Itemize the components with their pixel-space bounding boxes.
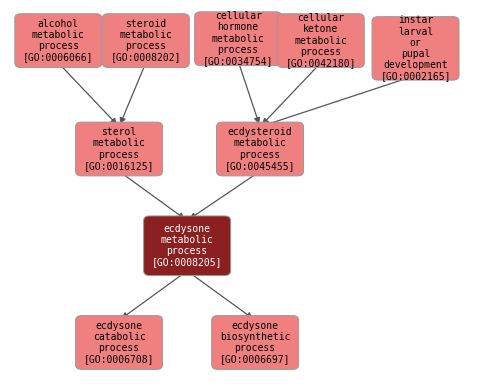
FancyBboxPatch shape	[102, 14, 189, 67]
FancyBboxPatch shape	[212, 316, 298, 369]
FancyBboxPatch shape	[372, 17, 459, 80]
Text: cellular
hormone
metabolic
process
[GO:0034754]: cellular hormone metabolic process [GO:0…	[203, 11, 274, 66]
Text: ecdysone
biosynthetic
process
[GO:0006697]: ecdysone biosynthetic process [GO:000669…	[220, 321, 291, 364]
FancyBboxPatch shape	[144, 216, 230, 276]
FancyBboxPatch shape	[277, 14, 364, 67]
Text: ecdysteroid
metabolic
process
[GO:0045455]: ecdysteroid metabolic process [GO:004545…	[225, 127, 295, 171]
FancyBboxPatch shape	[217, 122, 303, 176]
FancyBboxPatch shape	[194, 12, 281, 65]
Text: alcohol
metabolic
process
[GO:0006066]: alcohol metabolic process [GO:0006066]	[23, 19, 94, 62]
FancyBboxPatch shape	[75, 122, 162, 176]
Text: ecdysone
metabolic
process
[GO:0008205]: ecdysone metabolic process [GO:0008205]	[152, 224, 223, 267]
FancyBboxPatch shape	[15, 14, 102, 67]
Text: steroid
metabolic
process
[GO:0008202]: steroid metabolic process [GO:0008202]	[110, 19, 181, 62]
Text: cellular
ketone
metabolic
process
[GO:0042180]: cellular ketone metabolic process [GO:00…	[285, 13, 356, 68]
FancyBboxPatch shape	[75, 316, 162, 369]
Text: sterol
metabolic
process
[GO:0016125]: sterol metabolic process [GO:0016125]	[84, 127, 155, 171]
Text: instar
larval
or
pupal
development
[GO:0002165]: instar larval or pupal development [GO:0…	[380, 15, 451, 81]
Text: ecdysone
catabolic
process
[GO:0006708]: ecdysone catabolic process [GO:0006708]	[84, 321, 155, 364]
